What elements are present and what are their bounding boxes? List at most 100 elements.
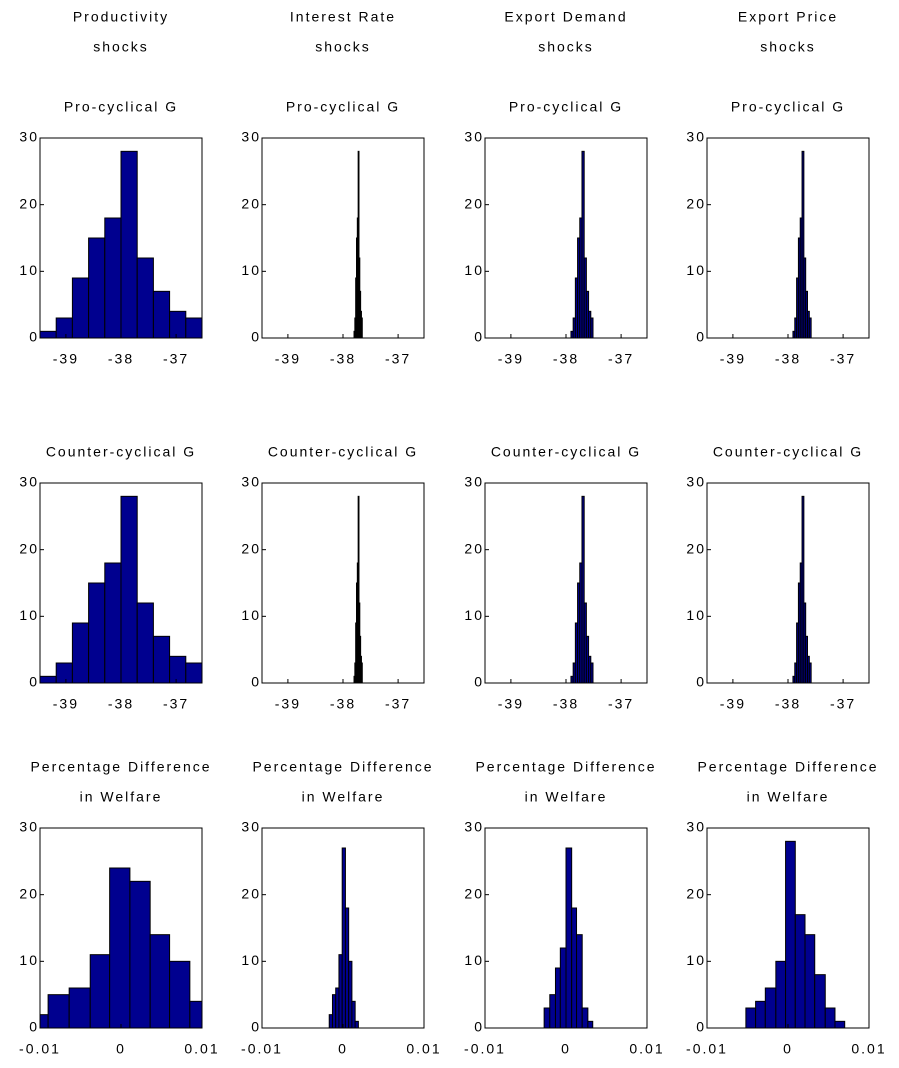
y-tick-label: 20 bbox=[686, 885, 706, 901]
y-tick-label: 0 bbox=[474, 329, 484, 345]
x-tick-label: -39 bbox=[275, 351, 301, 367]
bar bbox=[775, 960, 787, 1029]
bar bbox=[360, 317, 363, 339]
y-tick-label: 0 bbox=[29, 674, 39, 690]
x-tick-label: 0 bbox=[783, 1041, 793, 1057]
bar bbox=[814, 974, 826, 1029]
panel-title: Percentage Difference bbox=[252, 759, 433, 775]
y-tick-label: 10 bbox=[464, 607, 484, 623]
bar bbox=[39, 1014, 49, 1029]
bar bbox=[590, 662, 594, 684]
x-tick-label: 0.01 bbox=[184, 1041, 219, 1057]
bar bbox=[559, 947, 567, 1029]
y-tick-label: 30 bbox=[686, 474, 706, 490]
bar bbox=[808, 662, 812, 684]
x-tick-label: -0.01 bbox=[686, 1041, 728, 1057]
y-tick-label: 10 bbox=[241, 607, 261, 623]
plot-frame bbox=[484, 482, 648, 684]
x-tick-label: -39 bbox=[275, 696, 301, 712]
column-title: shocks bbox=[93, 39, 149, 55]
panel-title: in Welfare bbox=[302, 789, 385, 805]
bar bbox=[152, 290, 171, 339]
x-tick-label: -39 bbox=[53, 351, 79, 367]
y-tick-label: 30 bbox=[241, 474, 261, 490]
bar bbox=[834, 1020, 846, 1029]
y-tick-label: 10 bbox=[241, 952, 261, 968]
bar bbox=[129, 880, 151, 1029]
y-tick-label: 0 bbox=[29, 1019, 39, 1035]
panel-title: Counter-cyclical G bbox=[46, 444, 196, 460]
bar bbox=[354, 1020, 359, 1029]
y-tick-label: 30 bbox=[464, 819, 484, 835]
plot-frame bbox=[484, 137, 648, 339]
x-tick-label: -39 bbox=[720, 696, 746, 712]
x-tick-label: -37 bbox=[830, 351, 856, 367]
y-tick-label: 0 bbox=[251, 1019, 261, 1035]
x-tick-label: -38 bbox=[553, 351, 579, 367]
bar bbox=[149, 934, 171, 1029]
bar bbox=[590, 317, 594, 339]
bar bbox=[169, 310, 187, 339]
x-tick-label: -0.01 bbox=[19, 1041, 61, 1057]
column-title: Productivity bbox=[73, 9, 169, 25]
bar bbox=[89, 954, 111, 1029]
panel-title: Pro-cyclical G bbox=[731, 99, 845, 115]
x-tick-label: -38 bbox=[775, 696, 801, 712]
y-tick-label: 0 bbox=[474, 1019, 484, 1035]
y-tick-label: 30 bbox=[686, 129, 706, 145]
panel-title: Pro-cyclical G bbox=[64, 99, 178, 115]
y-tick-label: 30 bbox=[19, 129, 39, 145]
y-tick-label: 20 bbox=[241, 885, 261, 901]
y-tick-label: 30 bbox=[19, 474, 39, 490]
bar bbox=[764, 987, 777, 1029]
y-tick-label: 20 bbox=[241, 540, 261, 556]
panel-title: Percentage Difference bbox=[697, 759, 878, 775]
x-tick-label: -38 bbox=[108, 696, 134, 712]
y-tick-label: 20 bbox=[686, 540, 706, 556]
plot-frame bbox=[261, 137, 425, 339]
column-title: Interest Rate bbox=[290, 9, 396, 25]
y-tick-label: 20 bbox=[19, 195, 39, 211]
y-tick-label: 0 bbox=[696, 329, 706, 345]
x-tick-label: -37 bbox=[608, 351, 634, 367]
bar bbox=[755, 1000, 766, 1029]
x-tick-label: -39 bbox=[53, 696, 79, 712]
x-tick-label: 0 bbox=[116, 1041, 126, 1057]
x-tick-label: -38 bbox=[553, 696, 579, 712]
bar bbox=[104, 562, 122, 684]
bar bbox=[47, 994, 70, 1029]
x-tick-label: -0.01 bbox=[464, 1041, 506, 1057]
y-tick-label: 0 bbox=[696, 1019, 706, 1035]
y-tick-label: 10 bbox=[686, 262, 706, 278]
y-tick-label: 30 bbox=[464, 129, 484, 145]
bar bbox=[109, 867, 131, 1029]
x-tick-label: -37 bbox=[385, 696, 411, 712]
bar bbox=[120, 495, 138, 684]
panel-title: Counter-cyclical G bbox=[713, 444, 863, 460]
bar bbox=[785, 840, 796, 1029]
panel-title: Percentage Difference bbox=[475, 759, 656, 775]
plot-frame bbox=[706, 137, 870, 339]
y-tick-label: 20 bbox=[464, 195, 484, 211]
bar bbox=[804, 934, 816, 1029]
y-tick-label: 20 bbox=[19, 540, 39, 556]
y-tick-label: 10 bbox=[241, 262, 261, 278]
x-tick-label: -39 bbox=[720, 351, 746, 367]
x-tick-label: 0.01 bbox=[406, 1041, 441, 1057]
bar bbox=[565, 847, 573, 1029]
y-tick-label: 0 bbox=[696, 674, 706, 690]
bar bbox=[55, 317, 73, 339]
y-tick-label: 30 bbox=[241, 129, 261, 145]
y-tick-label: 10 bbox=[686, 952, 706, 968]
bar bbox=[120, 150, 138, 339]
panel-title: Counter-cyclical G bbox=[268, 444, 418, 460]
plot-frame bbox=[706, 482, 870, 684]
y-tick-label: 30 bbox=[19, 819, 39, 835]
x-tick-label: 0 bbox=[338, 1041, 348, 1057]
bar bbox=[185, 317, 203, 339]
y-tick-label: 20 bbox=[19, 885, 39, 901]
y-tick-label: 10 bbox=[19, 952, 39, 968]
bar bbox=[136, 602, 154, 684]
